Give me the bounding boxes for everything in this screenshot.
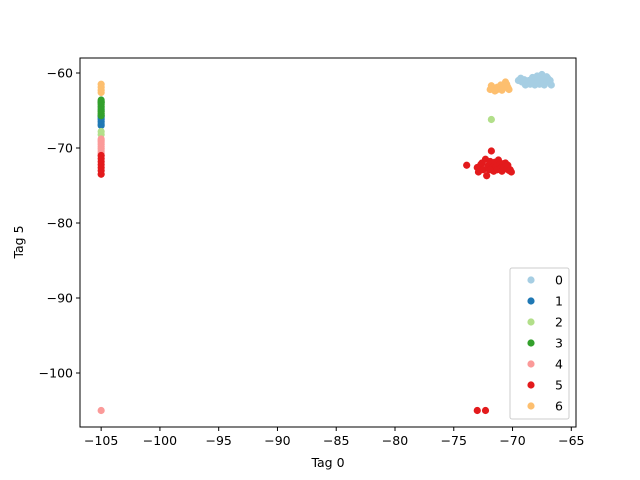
data-point-series-2 [487,115,495,124]
data-point-series-1 [97,121,105,130]
x-tick-label: −65 [558,433,584,448]
legend: 0 1 2 3 4 5 6 [509,267,570,420]
data-point-series-0 [517,74,525,82]
data-point-series-5 [473,406,481,415]
legend-marker-5 [527,381,535,389]
data-point-series-6 [498,86,506,94]
legend-label-3: 3 [555,336,563,351]
legend-label-6: 6 [555,399,563,414]
legend-label-0: 0 [555,273,563,288]
plot-frame [79,57,577,428]
data-point-series-0 [537,75,545,83]
x-tick-label: −85 [323,433,349,448]
legend-label-1: 1 [555,294,563,309]
legend-marker-1 [527,297,535,305]
legend-label-5: 5 [555,378,563,393]
x-tick-label: −90 [264,433,290,448]
x-tick-label: −105 [84,433,118,448]
y-axis-ticks: −60 −70 −80 −90 −100 [39,66,80,381]
legend-label-4: 4 [555,357,563,372]
y-tick-label: −100 [39,366,73,381]
legend-marker-0 [527,276,535,284]
data-point-series-0 [528,73,537,82]
data-point-series-5 [487,147,495,155]
data-point-series-0 [540,81,548,89]
data-point-series-5 [463,161,471,169]
data-point-series-5 [97,170,105,178]
y-tick-label: −70 [47,141,73,156]
data-point-series-0 [524,78,532,86]
x-tick-label: −100 [143,433,177,448]
legend-label-2: 2 [555,315,563,330]
legend-marker-2 [527,318,535,326]
data-point-series-5 [483,172,491,180]
data-points [97,70,555,415]
data-point-series-4 [97,136,105,145]
x-tick-label: −95 [205,433,231,448]
data-point-series-0 [547,81,555,89]
x-axis-label: Tag 0 [310,455,344,470]
data-point-series-6 [97,88,105,97]
data-point-series-4 [97,406,105,415]
data-point-series-6 [491,87,499,95]
legend-marker-4 [527,360,535,368]
x-tick-label: −80 [382,433,408,448]
data-point-series-5 [478,159,486,167]
legend-marker-6 [527,402,535,410]
data-point-series-5 [507,168,515,176]
x-axis-ticks: −105 −100 −95 −90 −85 −80 −75 −70 −65 [84,427,584,448]
data-point-series-5 [481,406,490,415]
x-tick-label: −70 [499,433,525,448]
y-tick-label: −60 [47,66,73,81]
data-point-series-0 [543,73,551,81]
legend-box [509,267,570,420]
data-point-series-5 [486,166,494,174]
data-point-series-3 [97,97,105,106]
legend-marker-3 [527,339,535,347]
y-tick-label: −80 [47,216,73,231]
data-point-series-3 [97,112,105,120]
y-tick-label: −90 [47,291,73,306]
y-axis-label: Tag 5 [11,225,26,259]
x-tick-label: −75 [441,433,467,448]
plot-area [80,58,576,427]
